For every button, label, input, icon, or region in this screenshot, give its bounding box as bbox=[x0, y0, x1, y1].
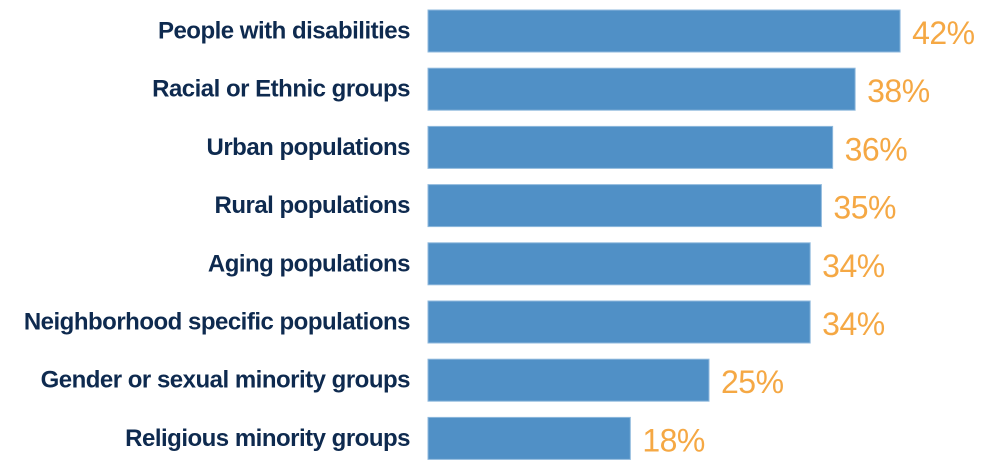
value-label-religious-minority-groups: 18% bbox=[642, 422, 705, 458]
bar-racial-or-ethnic-groups bbox=[427, 67, 856, 111]
bar-neighborhood-specific-populations bbox=[427, 300, 811, 344]
category-label-religious-minority-groups: Religious minority groups bbox=[125, 425, 410, 452]
value-label-urban-populations: 36% bbox=[845, 131, 908, 167]
value-label-rural-populations: 35% bbox=[833, 190, 896, 226]
value-label-racial-or-ethnic-groups: 38% bbox=[867, 73, 930, 109]
category-label-racial-or-ethnic-groups: Racial or Ethnic groups bbox=[152, 76, 410, 103]
bars bbox=[427, 9, 901, 460]
value-label-neighborhood-specific-populations: 34% bbox=[822, 306, 885, 342]
bar-urban-populations bbox=[427, 125, 834, 169]
value-label-people-with-disabilities: 42% bbox=[912, 15, 975, 51]
category-label-urban-populations: Urban populations bbox=[207, 134, 411, 161]
bar-aging-populations bbox=[427, 242, 811, 286]
category-label-gender-or-sexual-minority-groups: Gender or sexual minority groups bbox=[41, 367, 411, 394]
value-label-gender-or-sexual-minority-groups: 25% bbox=[721, 364, 784, 400]
bar-religious-minority-groups bbox=[427, 416, 631, 460]
value-labels: 42% 38% 36% 35% 34% 34% 25% 18% bbox=[642, 15, 975, 458]
category-label-people-with-disabilities: People with disabilities bbox=[158, 18, 410, 45]
category-label-neighborhood-specific-populations: Neighborhood specific populations bbox=[24, 309, 410, 336]
bar-rural-populations bbox=[427, 184, 822, 228]
category-labels: People with disabilities Racial or Ethnic… bbox=[24, 18, 411, 452]
bar-gender-or-sexual-minority-groups bbox=[427, 358, 710, 402]
category-label-aging-populations: Aging populations bbox=[208, 250, 410, 277]
bar-people-with-disabilities bbox=[427, 9, 901, 53]
value-label-aging-populations: 34% bbox=[822, 248, 885, 284]
category-label-rural-populations: Rural populations bbox=[215, 192, 411, 219]
